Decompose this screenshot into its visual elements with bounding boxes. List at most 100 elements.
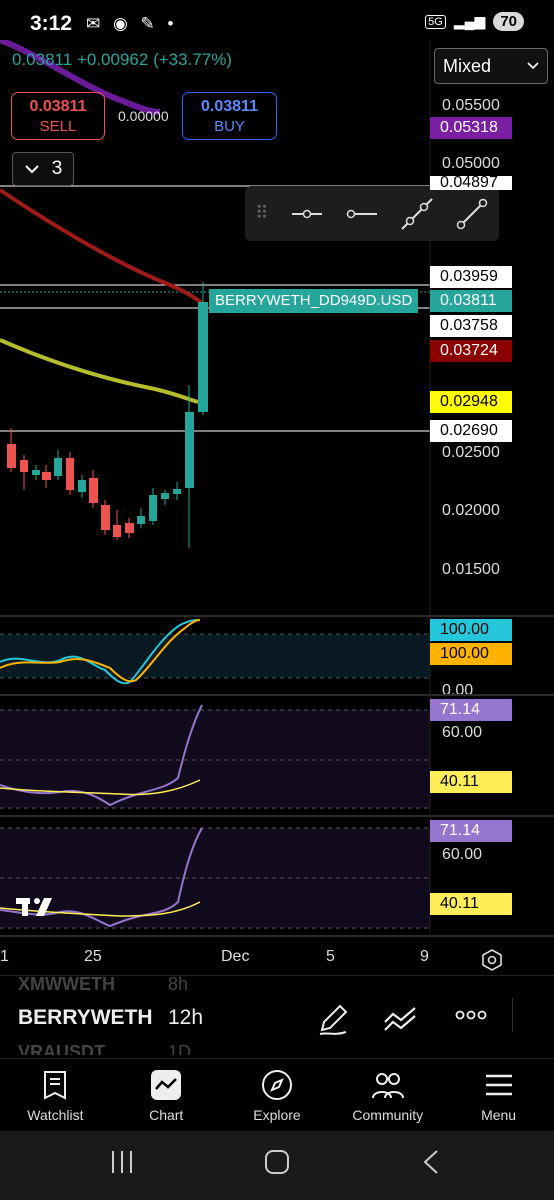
pane2-value-a: 71.14 — [430, 699, 512, 721]
chart-icon — [151, 1070, 182, 1100]
chart-mode-select[interactable]: Mixed — [434, 48, 548, 84]
pane3-tick: 60.00 — [442, 846, 483, 863]
current-symbol[interactable]: BERRYWETH — [18, 1006, 153, 1029]
tab-label: Explore — [253, 1107, 301, 1123]
price-change-pct: (+33.77%) — [153, 50, 232, 69]
chart-mode-value: Mixed — [443, 55, 492, 76]
sell-label: SELL — [39, 118, 77, 135]
home-button[interactable] — [264, 1149, 290, 1180]
sell-price: 0.03811 — [29, 98, 87, 115]
horizontal-ray-tool[interactable] — [279, 186, 334, 241]
extended-line-icon — [400, 197, 433, 230]
bottom-tab-bar: Watchlist Chart Explore Community Menu — [0, 1058, 554, 1130]
trend-line-icon — [456, 198, 487, 229]
ray-line-icon — [346, 209, 377, 218]
trend-line-tool[interactable] — [444, 186, 499, 241]
next-timeframe[interactable]: 1D — [168, 1042, 192, 1055]
horizontal-line-tool[interactable] — [334, 186, 389, 241]
tab-label: Chart — [149, 1107, 184, 1123]
line-price-03758: 0.03758 — [430, 315, 512, 337]
time-tick: 5 — [326, 948, 335, 965]
tab-watchlist[interactable]: Watchlist — [0, 1059, 111, 1130]
next-symbol[interactable]: VRAUSDT — [18, 1042, 106, 1055]
drawing-toolbar: ⠿ — [245, 186, 499, 241]
line-price-02690: 0.02690 — [430, 420, 512, 442]
chevron-down-icon — [24, 165, 39, 174]
pane2-line-purple — [0, 704, 203, 807]
prev-timeframe[interactable]: 8h — [168, 975, 189, 994]
draw-button[interactable] — [318, 1002, 348, 1041]
spread-value: 0.00000 — [118, 108, 169, 124]
last-price: 0.03811 — [12, 50, 73, 69]
sell-button[interactable]: 0.03811 SELL — [11, 92, 105, 140]
pane1-value-a: 100.00 — [430, 619, 512, 641]
menu-icon — [485, 1074, 512, 1096]
back-button[interactable] — [422, 1149, 440, 1180]
pen-icon — [319, 1004, 348, 1035]
time-tick: 9 — [420, 948, 429, 965]
time-tick: Dec — [221, 948, 250, 965]
prev-symbol[interactable]: XMWWETH — [18, 975, 115, 994]
explore-icon — [261, 1070, 292, 1100]
pane3-line-yellow — [0, 901, 201, 917]
indicators-collapse-button[interactable]: 3 — [12, 152, 74, 186]
ma-yellow — [0, 338, 199, 404]
network-indicator: 5G — [425, 14, 446, 29]
more-button[interactable] — [455, 1008, 487, 1026]
pane3-value-c: 40.11 — [430, 893, 512, 915]
symbol-price-label: BERRYWETH_DD949D.USD — [209, 289, 419, 313]
time-tick: 25 — [84, 948, 102, 965]
indicators-button[interactable] — [383, 1002, 419, 1041]
chart-settings-button[interactable] — [480, 948, 504, 977]
symbol-switcher[interactable]: XMWWETH 8h BERRYWETH 12h VRAUSDT 1D — [0, 975, 554, 1055]
buy-label: BUY — [214, 118, 245, 135]
indicators-count: 3 — [51, 158, 63, 179]
pane1-line-orange — [0, 619, 201, 683]
pane1-tick: 0.00 — [442, 682, 474, 694]
system-nav-bar — [0, 1131, 554, 1200]
price-change: +0.00962 — [76, 50, 149, 69]
status-time: 3:12 — [30, 12, 73, 35]
extended-trend-tool[interactable] — [389, 186, 444, 241]
battery-indicator: 70 — [493, 12, 524, 31]
candles — [7, 282, 208, 548]
home-icon — [265, 1150, 289, 1174]
settings-icon — [482, 949, 502, 971]
ma-red-price: 0.03724 — [430, 340, 512, 362]
tab-explore[interactable]: Explore — [222, 1059, 333, 1130]
pane3-value-a: 71.14 — [430, 820, 512, 842]
time-tick: 1 — [0, 948, 9, 965]
price-tick: 0.05000 — [442, 155, 500, 172]
status-right: 5G ▂▄▆ 70 — [425, 12, 524, 31]
tab-menu[interactable]: Menu — [443, 1059, 554, 1130]
last-price-label: 0.03811 — [430, 290, 512, 312]
drag-handle-icon[interactable]: ⠿ — [255, 203, 269, 223]
current-timeframe[interactable]: 12h — [168, 1006, 204, 1029]
ma-purple — [0, 40, 161, 115]
tab-chart[interactable]: Chart — [111, 1059, 222, 1130]
ma-purple-price: 0.05318 — [430, 117, 512, 139]
tab-community[interactable]: Community — [332, 1059, 443, 1130]
more-dots-icon — [455, 1010, 487, 1020]
recents-button[interactable] — [110, 1149, 134, 1180]
tab-label: Watchlist — [27, 1107, 84, 1123]
price-tick: 0.05500 — [442, 97, 500, 114]
price-tick: 0.02500 — [442, 444, 500, 461]
buy-price: 0.03811 — [201, 98, 258, 115]
quote-line: 0.03811 +0.00962 (+33.77%) — [12, 50, 232, 70]
chevron-down-icon — [527, 62, 539, 70]
ma-red — [0, 188, 207, 307]
watchlist-icon — [44, 1071, 67, 1100]
price-tick: 0.02000 — [442, 502, 500, 519]
buy-button[interactable]: 0.03811 BUY — [182, 92, 277, 140]
indicators-icon — [384, 1007, 416, 1031]
pane2-tick: 60.00 — [442, 724, 483, 741]
price-chart[interactable] — [0, 40, 554, 940]
line-price-04897: 0.04897 — [430, 176, 512, 190]
pane2-value-c: 40.11 — [430, 771, 512, 793]
price-tick: 0.01500 — [442, 561, 500, 578]
toolbar-divider — [512, 998, 513, 1032]
notification-icons: ✉ ◉ ✎ • — [86, 14, 178, 33]
status-bar: 3:12 ✉ ◉ ✎ • 5G ▂▄▆ 70 — [0, 0, 554, 48]
tradingview-logo — [16, 898, 52, 916]
